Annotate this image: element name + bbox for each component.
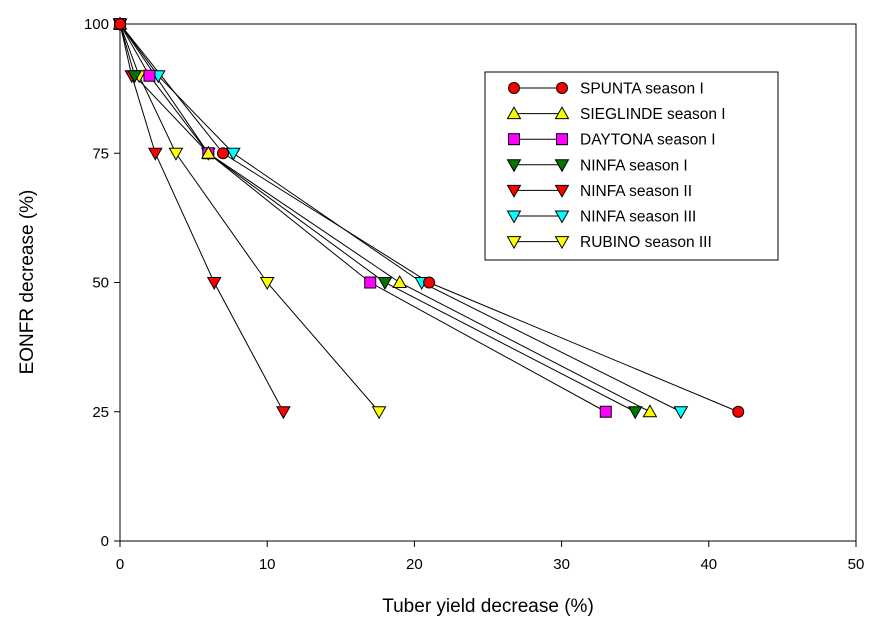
data-point [147, 147, 163, 161]
legend-entry: SIEGLINDE season I [506, 106, 726, 123]
series-line [119, 23, 739, 413]
legend-entry: SPUNTA season I [508, 81, 704, 98]
legend-marker [556, 133, 568, 146]
legend-marker [508, 82, 520, 94]
legend-marker [554, 184, 570, 198]
legend-label: NINFA season II [580, 183, 692, 200]
data-point [143, 69, 156, 82]
data-point [217, 147, 230, 160]
legend-label: SPUNTA season I [580, 81, 704, 98]
x-tick-label: 30 [553, 556, 570, 573]
data-point [200, 145, 216, 159]
data-point [364, 276, 377, 289]
x-tick-label: 40 [700, 556, 717, 573]
legend-label: DAYTONA season I [580, 132, 716, 149]
data-point [673, 406, 689, 420]
legend-entry: NINFA season III [506, 209, 696, 226]
y-tick-label: 100 [84, 16, 109, 33]
legend-marker [554, 210, 570, 224]
legend-label: RUBINO season III [580, 234, 712, 251]
legend-marker [506, 159, 522, 173]
legend-marker [506, 184, 522, 198]
data-point [627, 406, 643, 420]
x-tick-label: 20 [406, 556, 423, 573]
legend-marker [554, 159, 570, 173]
legend-label: SIEGLINDE season I [580, 106, 726, 123]
legend-marker [506, 210, 522, 224]
y-axis-label: EONFR decrease (%) [17, 190, 38, 375]
legend-marker [556, 82, 568, 94]
legend-marker [506, 236, 522, 250]
legend-label: NINFA season III [580, 209, 696, 226]
data-point [206, 277, 222, 291]
legend-entry: DAYTONA season I [508, 132, 716, 149]
data-point [642, 404, 658, 418]
data-point [225, 147, 241, 161]
legend-label: NINFA season I [580, 157, 688, 174]
data-point [259, 277, 275, 291]
data-point [371, 406, 387, 420]
data-point [732, 405, 745, 418]
x-tick-label: 10 [259, 556, 276, 573]
series-markers [112, 16, 745, 420]
legend-frame [484, 71, 779, 261]
legend-marker [508, 133, 520, 146]
legend-entry: NINFA season II [506, 183, 692, 200]
data-point [377, 277, 393, 291]
series-line [119, 23, 651, 413]
legend-entry: NINFA season I [506, 157, 688, 174]
legend-marker [506, 106, 522, 120]
data-point [392, 274, 408, 288]
data-point [423, 276, 436, 289]
y-tick-label: 0 [101, 533, 109, 550]
legend: SPUNTA season I SIEGLINDE season I DAYTONA… [484, 71, 779, 261]
ticks: 0 10 20 30 40 50 0 25 50 75 100 [84, 16, 864, 573]
series-line [119, 23, 284, 412]
data-point [276, 406, 291, 420]
legend-entry: RUBINO season III [506, 234, 712, 251]
legend-marker [554, 106, 570, 120]
data-point [168, 147, 184, 161]
series-layer [112, 16, 745, 420]
legend-marker [554, 236, 570, 250]
y-tick-label: 25 [92, 404, 109, 421]
x-tick-label: 50 [848, 556, 865, 573]
y-tick-label: 75 [92, 145, 109, 162]
data-point [127, 70, 143, 84]
y-tick-label: 50 [92, 275, 109, 292]
x-tick-label: 0 [116, 556, 124, 573]
x-axis-label: Tuber yield decrease (%) [382, 596, 594, 617]
data-point [114, 18, 126, 30]
data-point [599, 405, 612, 418]
